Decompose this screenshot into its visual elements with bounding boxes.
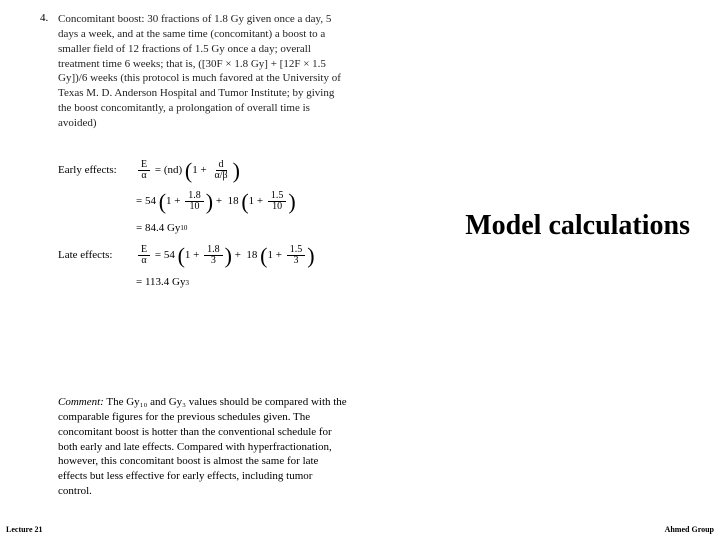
footer-left: Lecture 21 xyxy=(6,525,43,534)
comment-body: The Gy₁₀ and Gy₃ values should be compar… xyxy=(58,396,347,497)
item-description: Concomitant boost: 30 fractions of 1.8 G… xyxy=(58,12,348,131)
slide: 4. Concomitant boost: 30 fractions of 1.… xyxy=(0,0,720,540)
comment-lead: Comment: xyxy=(58,396,104,408)
late-label: Late effects: xyxy=(58,249,136,262)
equations-block: Early effects: Eα = (nd) ( 1 + dα/β ) = … xyxy=(58,160,315,299)
early-result-row: = 84.4 Gy10 xyxy=(136,222,315,235)
late-numeric-row: Late effects: Eα = 54 ( 1 + 1.83 ) + 18 … xyxy=(58,245,315,266)
early-label: Early effects: xyxy=(58,164,136,177)
footer-right: Ahmed Group xyxy=(665,525,714,534)
late-result-row: = 113.4 Gy3 xyxy=(136,276,315,289)
item-number: 4. xyxy=(40,12,48,24)
slide-title: Model calculations xyxy=(465,210,690,242)
comment-paragraph: Comment: The Gy₁₀ and Gy₃ values should … xyxy=(58,395,348,499)
early-numeric-row: = 54 ( 1 + 1.810 ) + 18 ( 1 + 1.510 ) xyxy=(136,191,315,212)
early-general-row: Early effects: Eα = (nd) ( 1 + dα/β ) xyxy=(58,160,315,181)
frac-e-alpha: Eα xyxy=(138,160,150,181)
